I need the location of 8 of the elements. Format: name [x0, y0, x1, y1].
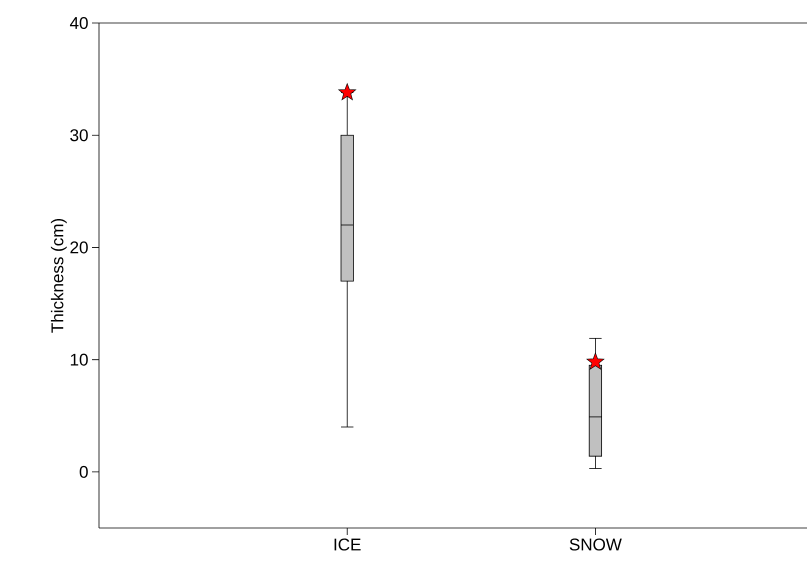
y-tick-label: 30: [70, 129, 88, 142]
y-tick-label: 0: [80, 466, 88, 478]
x-tick-label: ICE: [334, 538, 361, 551]
x-tick-label: SNOW: [570, 538, 622, 551]
y-tick-label: 40: [70, 16, 88, 30]
y-axis-title: Thickness (cm): [50, 218, 67, 333]
y-tick-label: 20: [70, 241, 88, 254]
y-tick-label: 10: [70, 354, 88, 366]
